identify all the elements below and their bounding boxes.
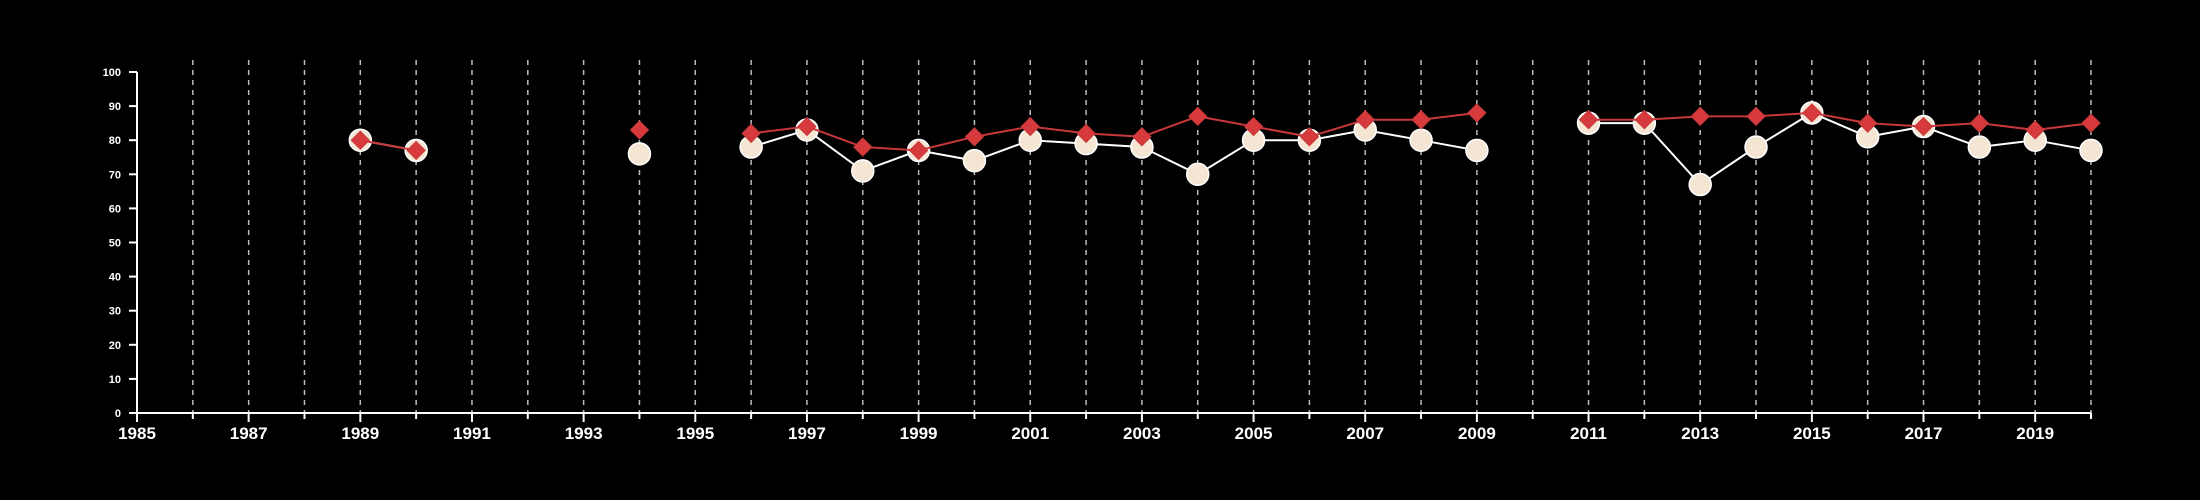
data-point-diamond — [1076, 123, 1096, 144]
series-diamond — [350, 103, 2101, 161]
data-point-circle — [2079, 138, 2103, 163]
data-point-diamond — [1634, 110, 1655, 130]
x-tick-label: 2013 — [1681, 424, 1719, 443]
data-point-diamond — [797, 116, 817, 137]
y-tick-label: 20 — [109, 340, 121, 352]
x-tick-label: 1991 — [453, 424, 491, 443]
data-point-diamond — [1299, 127, 1320, 147]
data-point-diamond — [1802, 103, 1822, 123]
x-tick-label: 2003 — [1123, 424, 1161, 443]
data-point-circle — [1185, 162, 1210, 187]
data-point-diamond — [629, 120, 650, 140]
data-point-circle — [1744, 135, 1768, 159]
data-point-diamond — [350, 130, 371, 150]
data-point-circle — [1409, 128, 1433, 152]
data-point-diamond — [2025, 120, 2045, 140]
series-line — [1588, 111, 2092, 186]
x-tick-label: 1997 — [788, 424, 826, 443]
data-point-diamond — [1578, 110, 1599, 130]
data-point-diamond — [853, 137, 873, 157]
data-point-diamond — [1355, 110, 1375, 130]
x-tick-label: 2017 — [1905, 424, 1943, 443]
data-point-circle — [851, 159, 875, 183]
x-tick-label: 2019 — [2016, 424, 2054, 443]
x-tick-label: 1985 — [118, 424, 156, 443]
data-point-diamond — [1690, 106, 1710, 127]
data-point-diamond — [1132, 127, 1152, 147]
data-point-diamond — [2081, 113, 2101, 133]
y-tick-label: 60 — [109, 203, 121, 215]
x-tick-label: 2005 — [1235, 424, 1273, 443]
data-point-diamond — [1188, 106, 1208, 127]
x-tick-label: 1989 — [341, 424, 379, 443]
data-point-diamond — [964, 127, 985, 147]
x-tick-label: 2007 — [1346, 424, 1384, 443]
data-point-diamond — [406, 140, 426, 161]
series-line — [1588, 111, 2092, 131]
data-point-circle — [627, 142, 652, 166]
x-tick-label: 1999 — [900, 424, 938, 443]
y-tick-label: 10 — [109, 374, 121, 386]
axes: 0 10 20 30 40 50 60 70 80 90 100 1985 1987 1989 1991 19… — [103, 67, 2092, 443]
data-point-diamond — [1746, 106, 1766, 127]
x-tick-label: 2011 — [1570, 424, 1607, 443]
x-tick-label: 2009 — [1458, 424, 1496, 443]
data-point-diamond — [1969, 113, 1990, 133]
y-tick-label: 30 — [109, 306, 121, 318]
data-point-diamond — [1411, 110, 1431, 130]
gridlines — [192, 60, 2092, 413]
y-tick-label: 80 — [109, 135, 121, 147]
series-line — [360, 139, 417, 152]
series-group — [348, 101, 2103, 197]
data-point-diamond — [741, 123, 761, 144]
y-tick-label: 0 — [115, 408, 121, 420]
y-tick-label: 90 — [109, 101, 121, 113]
data-point-diamond — [1857, 113, 1878, 133]
y-tick-label: 40 — [109, 272, 121, 284]
series-line — [750, 111, 1478, 152]
y-tick-label: 50 — [109, 238, 121, 250]
data-point-diamond — [1243, 116, 1264, 137]
x-tick-label: 1993 — [565, 424, 603, 443]
data-point-diamond — [908, 140, 929, 161]
x-tick-label: 2015 — [1793, 424, 1831, 443]
y-tick-label: 70 — [109, 169, 121, 181]
data-point-diamond — [1467, 103, 1487, 123]
data-point-diamond — [1020, 116, 1040, 137]
data-point-circle — [1688, 172, 1712, 197]
data-point-circle — [1967, 135, 1992, 159]
data-point-circle — [962, 148, 987, 173]
data-point-diamond — [1913, 116, 1934, 137]
y-tick-label: 100 — [103, 67, 121, 79]
x-tick-label: 2001 — [1011, 424, 1049, 443]
x-tick-label: 1987 — [230, 424, 268, 443]
x-tick-label: 1995 — [676, 424, 714, 443]
data-point-circle — [1465, 138, 1489, 163]
